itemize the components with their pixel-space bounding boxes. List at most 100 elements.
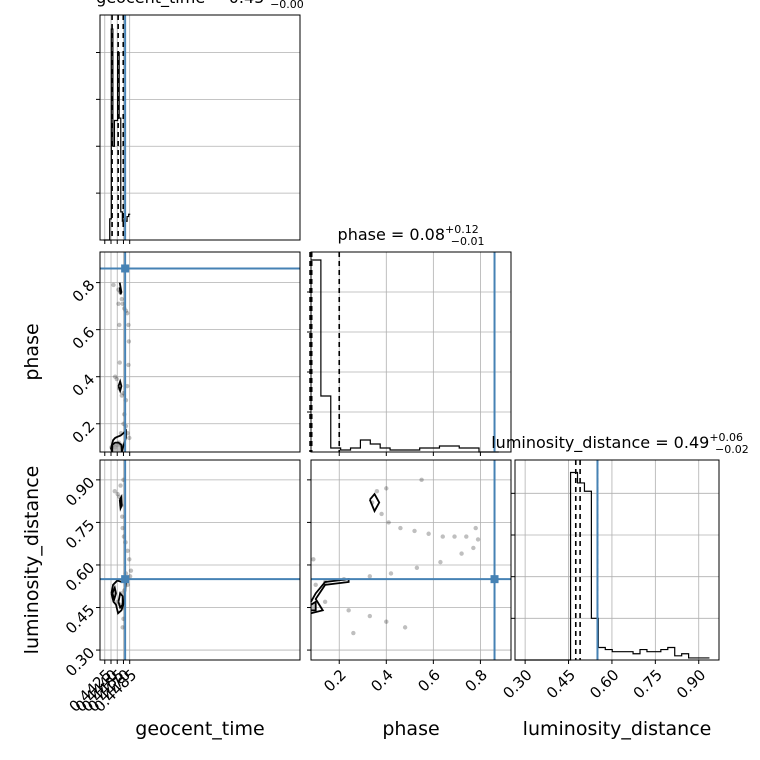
sample-point-4: [120, 301, 125, 306]
tick-label-x: 0.8: [461, 666, 491, 696]
axes-frame: [99, 251, 301, 453]
sample-point-13: [471, 545, 476, 551]
sample-point-1: [115, 491, 120, 497]
sample-point-6: [412, 528, 417, 534]
sample-point-4: [386, 520, 391, 525]
axes-frame: [99, 459, 301, 661]
sample-point-29: [311, 557, 316, 562]
histogram-luminosity-distance: luminosity_distance = 0.49+0.06 −0.02: [491, 431, 749, 664]
sample-point-10: [128, 568, 134, 573]
panel-phase-vs-geocent-time: [96, 251, 301, 456]
sample-point-17: [117, 322, 122, 328]
contour-2: [117, 378, 123, 394]
tick-label-x: 0.90: [673, 666, 709, 702]
sample-point-16: [117, 360, 122, 365]
contour-2: [368, 492, 381, 514]
contour-3: [118, 282, 123, 295]
sample-point-22: [322, 599, 328, 605]
sample-point-18: [118, 483, 123, 488]
sample-point-24: [367, 613, 373, 619]
truth-marker: [121, 575, 130, 584]
contour-1: [111, 584, 117, 602]
title-phase: phase = 0.08+0.12 −0.01: [338, 223, 485, 248]
title-luminosity-distance: luminosity_distance = 0.49+0.06 −0.02: [491, 431, 749, 456]
sample-point-9: [452, 534, 457, 539]
sample-point-8: [440, 534, 445, 539]
title-geocent-time: geocent_time = 0.45+0.00−0.00: [96, 0, 304, 11]
sample-point-8: [126, 322, 131, 328]
sample-point-10: [464, 534, 469, 539]
histogram-geocent-time: geocent_time = 0.45+0.00−0.00: [96, 0, 304, 244]
sample-point-15: [438, 559, 443, 565]
tick-label-y: 0.8: [69, 276, 99, 306]
histogram-phase: phase = 0.08+0.12 −0.01: [307, 223, 512, 456]
contour-1: [310, 600, 317, 612]
axes-frame: [310, 459, 512, 661]
tick-label-y: 0.6: [69, 323, 99, 353]
sample-point-28: [419, 477, 424, 483]
sample-point-18: [367, 574, 373, 579]
contour-1: [111, 441, 123, 453]
sample-point-0: [374, 489, 380, 494]
sample-point-22: [119, 393, 125, 398]
sample-point-4: [120, 514, 125, 519]
sample-point-3: [379, 511, 384, 517]
axis-label-x-geocent-time: geocent_time: [135, 718, 264, 740]
sample-point-9: [127, 557, 132, 562]
axes-frame: [514, 459, 720, 661]
sample-point-26: [402, 625, 408, 630]
contour-3: [118, 493, 123, 512]
tick-label-x: 0.30: [499, 666, 535, 702]
sample-point-16: [414, 565, 420, 571]
sample-point-26: [127, 435, 132, 441]
sample-point-24: [120, 625, 125, 630]
axis-label-y-phase: phase: [21, 323, 43, 380]
sample-point-9: [126, 339, 132, 344]
tick-label-x: 0.4: [367, 666, 397, 696]
histogram-line: [311, 259, 499, 453]
tick-label-y: 0.45: [62, 601, 98, 637]
sample-point-5: [398, 525, 403, 531]
contour-2: [117, 591, 124, 610]
sample-point-0: [112, 489, 117, 494]
axis-label-y-luminosity-distance: luminosity_distance: [21, 466, 43, 655]
sample-point-3: [119, 296, 125, 302]
tick-label-x: 0.6: [414, 666, 444, 696]
tick-label-y: 0.60: [62, 559, 98, 595]
panel-luminosity-distance-vs-phase: [307, 459, 512, 664]
sample-point-23: [346, 608, 351, 613]
sample-point-10: [126, 362, 131, 368]
truth-marker: [121, 264, 130, 273]
sample-point-20: [114, 376, 120, 382]
sample-point-19: [112, 374, 118, 379]
tick-label-y: 0.90: [62, 473, 98, 509]
tick-label-x: 0.75: [630, 666, 666, 702]
sample-point-7: [426, 531, 431, 536]
sample-point-11: [473, 525, 478, 531]
sample-point-1: [384, 486, 389, 491]
sample-point-17: [388, 571, 394, 576]
sample-point-25: [384, 619, 389, 624]
axis-label-x-phase: phase: [382, 718, 439, 740]
axis-label-x-luminosity-distance: luminosity_distance: [523, 718, 712, 740]
sample-point-0: [111, 282, 116, 288]
sample-point-5: [120, 525, 125, 531]
sample-point-14: [459, 551, 464, 556]
sample-point-8: [125, 548, 130, 553]
tick-label-x: 0.2: [320, 666, 350, 696]
axes-frame: [99, 14, 301, 241]
sample-point-21: [313, 582, 318, 588]
sample-point-27: [351, 630, 356, 636]
tick-label-x: 0.45: [543, 666, 579, 702]
contour-0: [310, 578, 350, 615]
truth-marker: [490, 575, 499, 584]
sample-point-12: [475, 537, 481, 542]
panel-luminosity-distance-vs-geocent-time: [96, 459, 301, 664]
tick-label-y: 0.75: [62, 516, 98, 552]
tick-label-y: 0.2: [69, 417, 99, 447]
axes-frame: [310, 251, 512, 453]
sample-point-18: [116, 301, 121, 306]
tick-label-x: 0.60: [586, 666, 622, 702]
tick-label-y: 0.4: [69, 370, 99, 400]
